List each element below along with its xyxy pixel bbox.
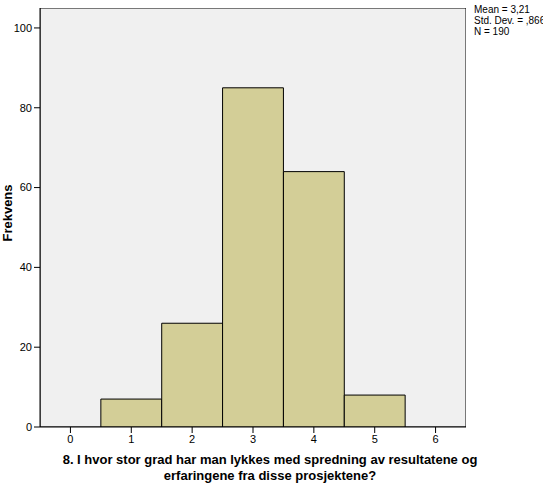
svg-text:5: 5 — [372, 433, 378, 445]
svg-text:2: 2 — [189, 433, 195, 445]
svg-text:100: 100 — [14, 22, 32, 34]
svg-text:40: 40 — [20, 261, 32, 273]
svg-text:0: 0 — [26, 421, 32, 433]
svg-text:6: 6 — [433, 433, 439, 445]
svg-text:0: 0 — [67, 433, 73, 445]
svg-text:1: 1 — [128, 433, 134, 445]
html-text:8. I hvor stor grad har man ly: 8. I hvor stor grad har man lykkes med s… — [62, 452, 478, 483]
svg-text:80: 80 — [20, 102, 32, 114]
svg-text:60: 60 — [20, 181, 32, 193]
svg-text:3: 3 — [250, 433, 256, 445]
svg-text:4: 4 — [311, 433, 317, 445]
html-text:Mean = 3,21: Mean = 3,21 — [474, 4, 530, 15]
svg-text:20: 20 — [20, 341, 32, 353]
html-text:Frekvens: Frekvens — [0, 184, 15, 242]
html-text:N = 190: N = 190 — [474, 26, 510, 37]
